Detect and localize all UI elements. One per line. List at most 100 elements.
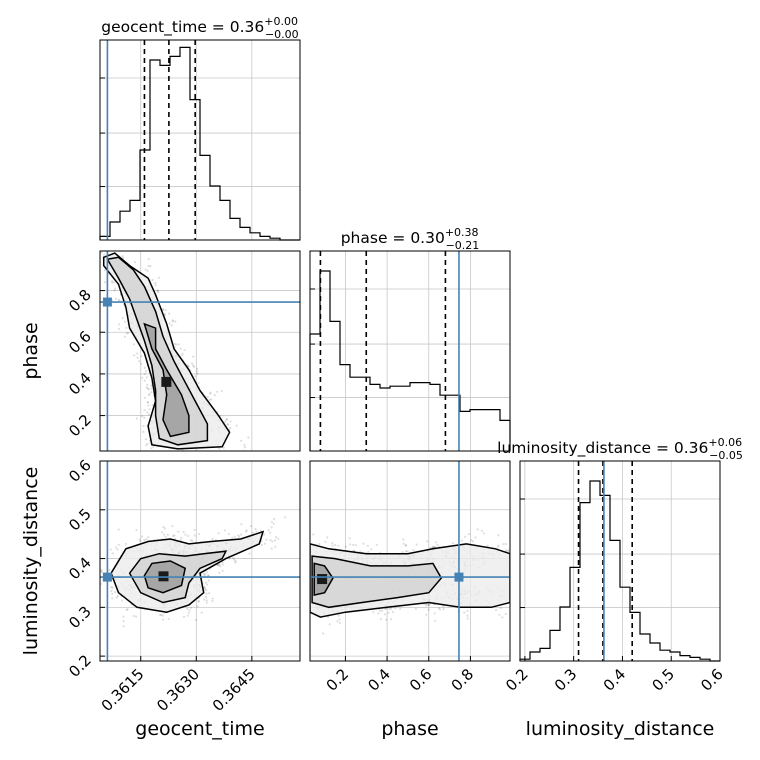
sample-point (203, 586, 206, 589)
panel-geocent_time-phase-truth-marker (102, 297, 112, 307)
sample-point (231, 536, 234, 540)
sample-point (432, 546, 435, 549)
sample-point (172, 468, 174, 470)
sample-point (354, 544, 357, 547)
panel-geocent_time-luminosity_distance-content (100, 461, 300, 661)
sample-point (118, 323, 121, 326)
sample-point (194, 619, 198, 622)
sample-point (245, 529, 248, 532)
sample-point (511, 555, 513, 557)
sample-point (103, 253, 106, 256)
x-axis-label-geocent_time: geocent_time (135, 718, 264, 740)
sample-point (466, 617, 469, 620)
sample-point (272, 522, 275, 525)
sample-point (150, 384, 153, 387)
sample-point (505, 549, 508, 552)
sample-point (101, 571, 104, 574)
sample-point (179, 347, 182, 350)
sample-point (367, 550, 370, 553)
sample-point (219, 565, 222, 568)
sample-point (287, 525, 289, 527)
title-plus: +0.06 (708, 436, 742, 449)
sample-point (338, 621, 341, 625)
sample-point (203, 588, 206, 591)
sample-point (504, 542, 507, 546)
sample-point (277, 537, 280, 541)
sample-point (143, 539, 146, 542)
sample-point (147, 536, 150, 539)
sample-point (496, 546, 499, 549)
sample-point (150, 447, 153, 450)
sample-point (141, 415, 144, 418)
sample-point (205, 592, 208, 595)
sample-point (307, 534, 309, 536)
sample-point (194, 375, 197, 378)
sample-point (383, 613, 386, 616)
sample-point (516, 554, 518, 556)
sample-point (123, 320, 126, 323)
histogram-luminosity_distance (519, 480, 720, 662)
sample-point (145, 444, 148, 447)
sample-point (482, 532, 485, 535)
sample-point (95, 248, 97, 250)
sample-point (147, 404, 150, 407)
sample-point (180, 536, 183, 539)
sample-point (224, 420, 227, 424)
sample-point (129, 242, 131, 244)
panel-geocent_time-phase-contour-3 (143, 322, 190, 438)
sample-point (168, 312, 171, 315)
sample-point (148, 463, 150, 465)
sample-point (146, 387, 150, 390)
sample-point (205, 570, 208, 574)
panel-phase-luminosity_distance-contour-2 (311, 555, 443, 609)
sample-point (305, 548, 307, 550)
sample-point (412, 549, 415, 552)
x-tick-label-luminosity_distance: 0.5 (648, 665, 678, 695)
sample-point (240, 533, 243, 536)
sample-point (227, 532, 230, 536)
sample-point (338, 618, 341, 621)
sample-point (91, 254, 93, 256)
sample-point (401, 551, 404, 554)
hist-luminosity_distance-frame (519, 460, 721, 662)
sample-point (163, 313, 167, 316)
sample-point (205, 588, 208, 592)
sample-point (251, 531, 255, 534)
y-tick-label-phase: 0.2 (65, 411, 95, 441)
sample-point (243, 443, 246, 447)
sample-point (415, 543, 418, 546)
sample-point (235, 424, 238, 427)
sample-point (173, 534, 176, 537)
sample-point (233, 535, 236, 539)
sample-point (527, 548, 529, 550)
sample-point (530, 546, 532, 548)
sample-point (97, 255, 99, 257)
sample-point (296, 617, 298, 619)
sample-point (274, 536, 278, 539)
sample-point (202, 572, 205, 576)
sample-point (111, 592, 114, 595)
sample-point (207, 574, 210, 577)
sample-point (507, 549, 510, 552)
sample-point (274, 545, 277, 548)
sample-point (115, 242, 117, 244)
sample-point (337, 544, 340, 547)
title-plus: +0.38 (445, 226, 479, 239)
sample-point (175, 343, 178, 346)
sample-point (141, 376, 144, 379)
sample-point (196, 372, 199, 375)
sample-point (140, 454, 142, 456)
sample-point (436, 543, 439, 547)
sample-point (125, 608, 128, 612)
sample-point (134, 453, 136, 455)
sample-point (270, 520, 273, 524)
sample-point (425, 604, 428, 607)
sample-point (210, 398, 213, 401)
sample-point (122, 620, 125, 623)
sample-point (273, 517, 276, 521)
sample-point (239, 439, 243, 442)
sample-point (301, 616, 303, 618)
sample-point (209, 391, 212, 394)
sample-point (166, 533, 169, 536)
sample-point (121, 599, 124, 602)
